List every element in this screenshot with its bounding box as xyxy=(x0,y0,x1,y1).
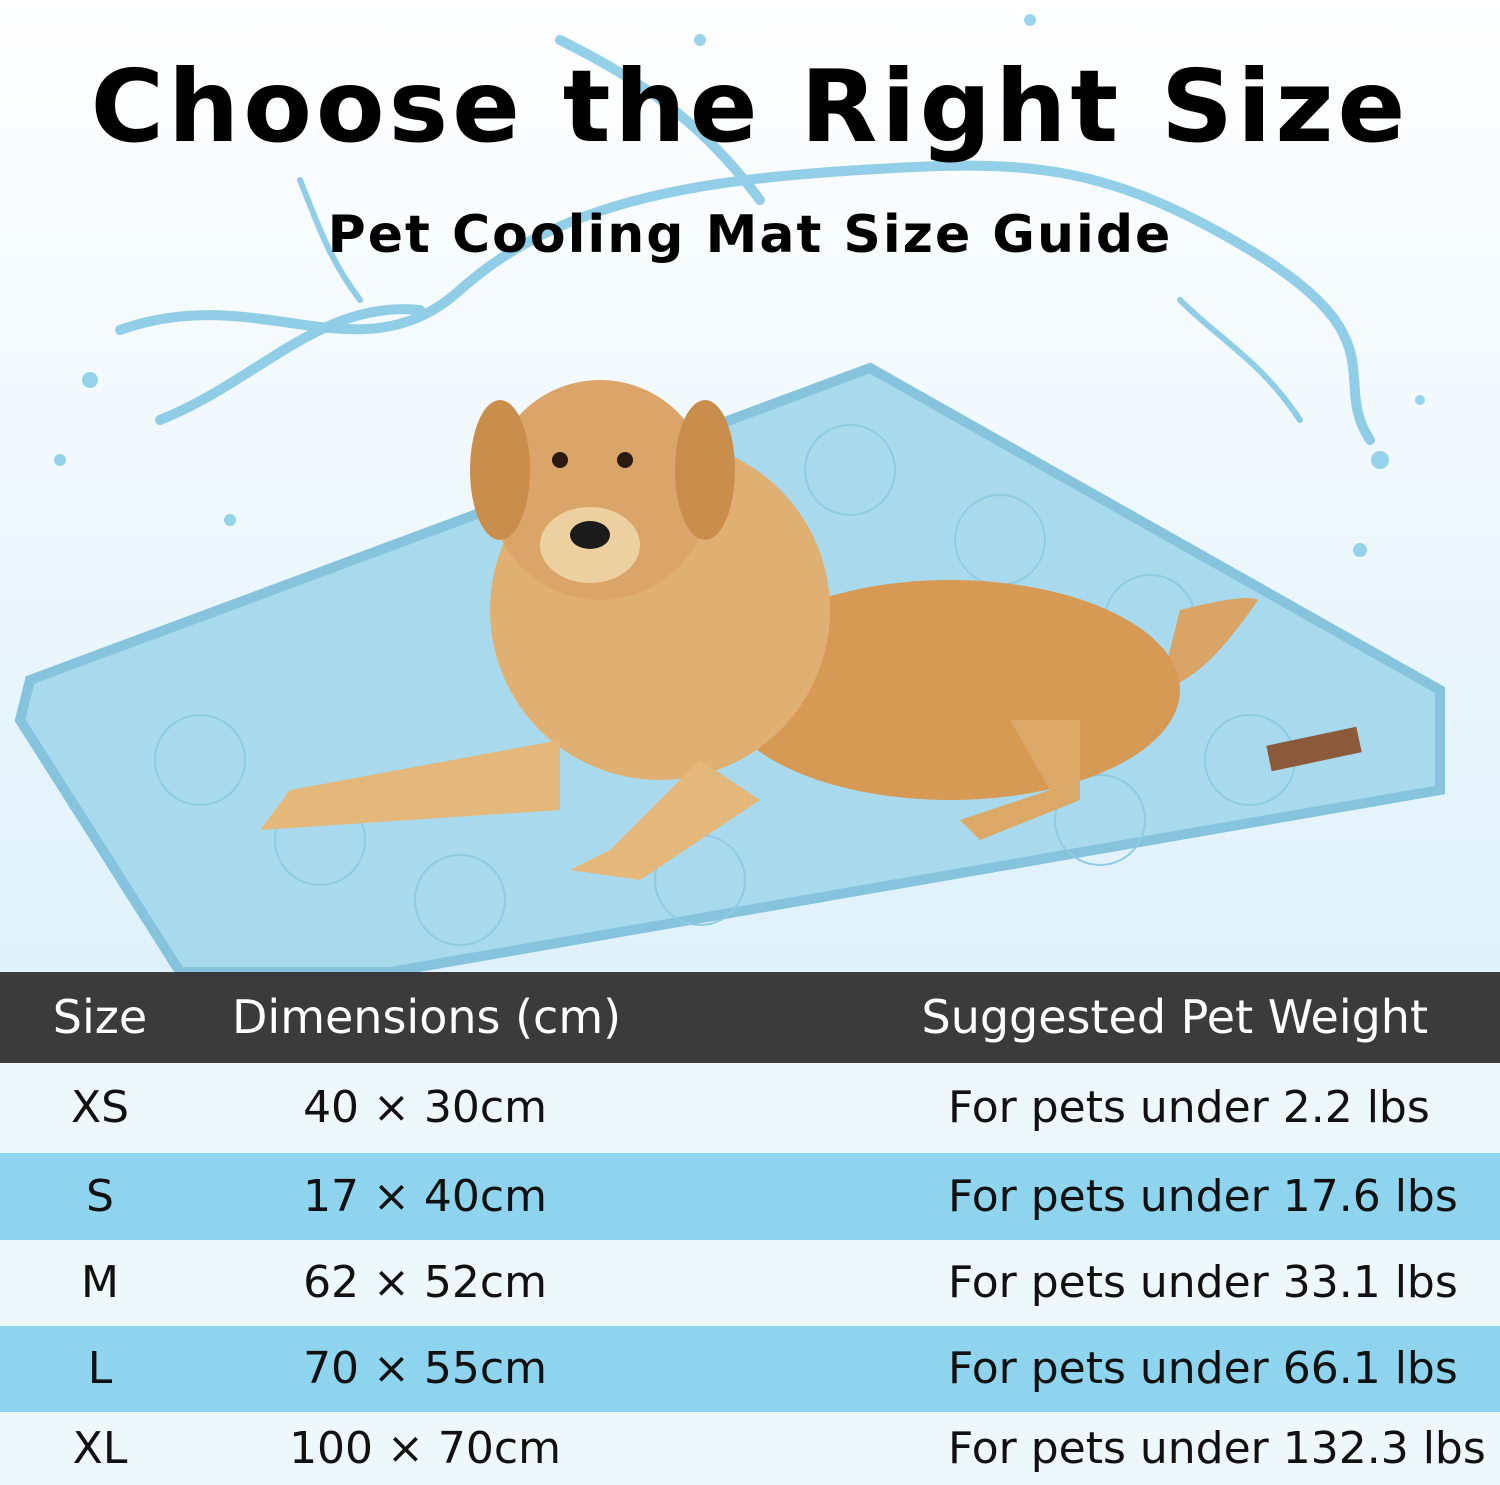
size-cell: S xyxy=(86,1171,114,1222)
dog xyxy=(260,380,1258,880)
size-table: Size Dimensions (cm) Suggested Pet Weight X… xyxy=(0,972,1500,1485)
column-header: Dimensions (cm) xyxy=(232,990,622,1044)
product-photo xyxy=(0,0,1500,972)
table-row: M 62 × 52cm For pets under 33.1 lbs xyxy=(0,1240,1500,1326)
droplets xyxy=(54,14,1425,557)
size-cell: XS xyxy=(70,1082,130,1133)
size-cell: L xyxy=(87,1343,113,1394)
weight-cell: For pets under 66.1 lbs xyxy=(948,1343,1458,1394)
mat-tag xyxy=(1266,726,1362,772)
table-row: S 17 × 40cm For pets under 17.6 lbs xyxy=(0,1153,1500,1240)
dimensions-cell: 100 × 70cm xyxy=(289,1423,561,1474)
weight-cell: For pets under 17.6 lbs xyxy=(948,1171,1458,1222)
dimensions-cell: 70 × 55cm xyxy=(303,1343,547,1394)
column-header: Suggested Pet Weight xyxy=(921,990,1429,1044)
weight-cell: For pets under 33.1 lbs xyxy=(948,1257,1458,1308)
table-row: XL 100 × 70cm For pets under 132.3 lbs xyxy=(0,1412,1500,1485)
dimensions-cell: 62 × 52cm xyxy=(303,1257,547,1308)
size-cell: M xyxy=(81,1257,119,1308)
subtitle: Pet Cooling Mat Size Guide xyxy=(327,205,1173,265)
weight-cell: For pets under 2.2 lbs xyxy=(948,1082,1430,1133)
table-row: XS 40 × 30cm For pets under 2.2 lbs xyxy=(0,1063,1500,1153)
weight-cell: For pets under 132.3 lbs xyxy=(948,1423,1486,1474)
water-splash xyxy=(115,35,1375,445)
size-cell: XL xyxy=(72,1423,128,1474)
column-header: Size xyxy=(52,990,148,1044)
dimensions-cell: 40 × 30cm xyxy=(303,1082,547,1133)
title: Choose the Right Size xyxy=(90,48,1410,165)
table-row: L 70 × 55cm For pets under 66.1 lbs xyxy=(0,1326,1500,1412)
dimensions-cell: 17 × 40cm xyxy=(303,1171,547,1222)
table-header: Size Dimensions (cm) Suggested Pet Weight xyxy=(0,972,1500,1063)
